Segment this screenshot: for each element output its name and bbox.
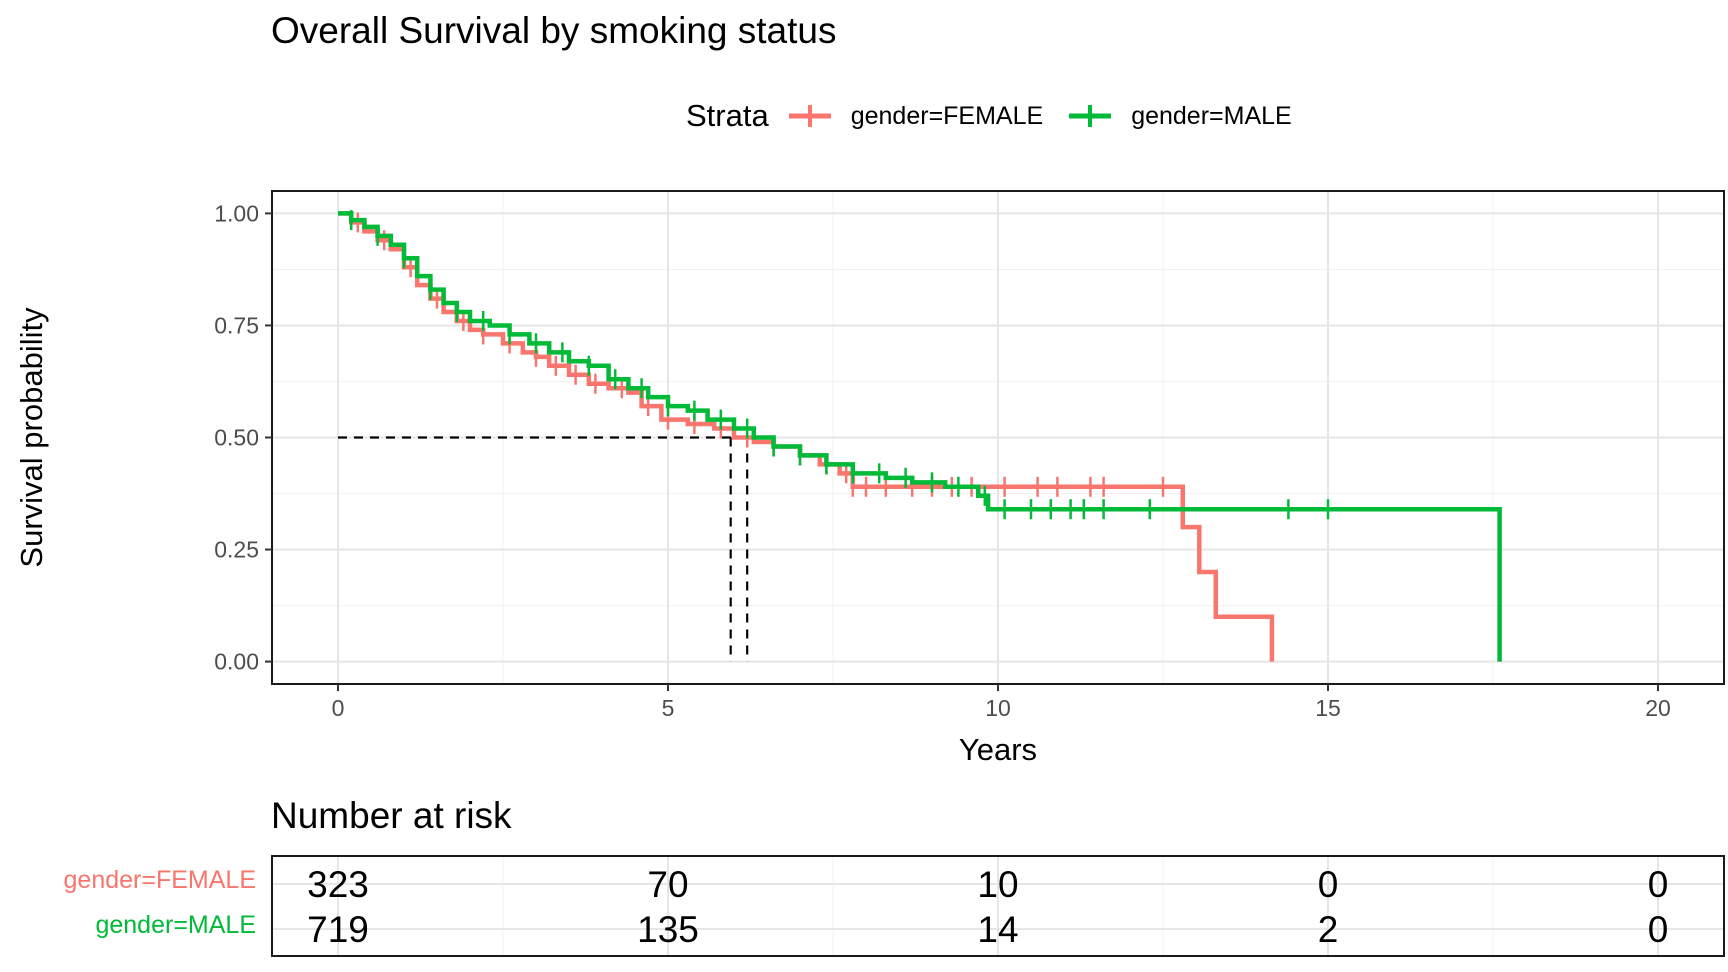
risk-value: 14 [977, 909, 1018, 950]
y-axis-label: Survival probability [14, 307, 49, 568]
y-tick-label: 0.25 [214, 537, 259, 563]
legend: Strata gender=FEMALE gender=MALE [686, 98, 1316, 134]
legend-item-male: gender=MALE [1067, 101, 1292, 131]
x-axis-label: Years [959, 732, 1037, 767]
risk-value: 135 [637, 909, 699, 950]
legend-label-female: gender=FEMALE [850, 101, 1044, 130]
risk-value: 0 [1318, 864, 1339, 905]
x-tick-label: 15 [1315, 695, 1341, 721]
survival-curve-male [338, 211, 1502, 662]
legend-item-female: gender=FEMALE [787, 101, 1043, 131]
risk-row-label-male: gender=MALE [95, 911, 256, 939]
legend-title: Strata [686, 98, 769, 133]
y-tick-label: 0.50 [214, 425, 259, 451]
legend-key-male [1069, 105, 1112, 127]
risk-value: 10 [977, 864, 1018, 905]
x-tick-label: 0 [332, 695, 345, 721]
risk-table-border [271, 855, 1725, 957]
legend-key-female [788, 105, 831, 127]
risk-row-label-female: gender=FEMALE [63, 866, 256, 894]
risk-value: 0 [1648, 909, 1669, 950]
risk-table-title: Number at risk [271, 795, 512, 836]
y-tick-label: 0.75 [214, 312, 259, 338]
risk-value: 70 [647, 864, 688, 905]
x-tick-label: 20 [1645, 695, 1671, 721]
x-tick-label: 10 [985, 695, 1011, 721]
y-tick-label: 0.00 [214, 649, 259, 675]
x-tick-label: 5 [662, 695, 675, 721]
risk-value: 719 [307, 909, 369, 950]
legend-label-male: gender=MALE [1131, 101, 1292, 130]
risk-value: 2 [1318, 909, 1339, 950]
chart-title: Overall Survival by smoking status [271, 10, 837, 51]
risk-value: 323 [307, 864, 369, 905]
y-tick-label: 1.00 [214, 200, 259, 226]
survival-curve-female [338, 211, 1275, 662]
risk-value: 0 [1648, 864, 1669, 905]
